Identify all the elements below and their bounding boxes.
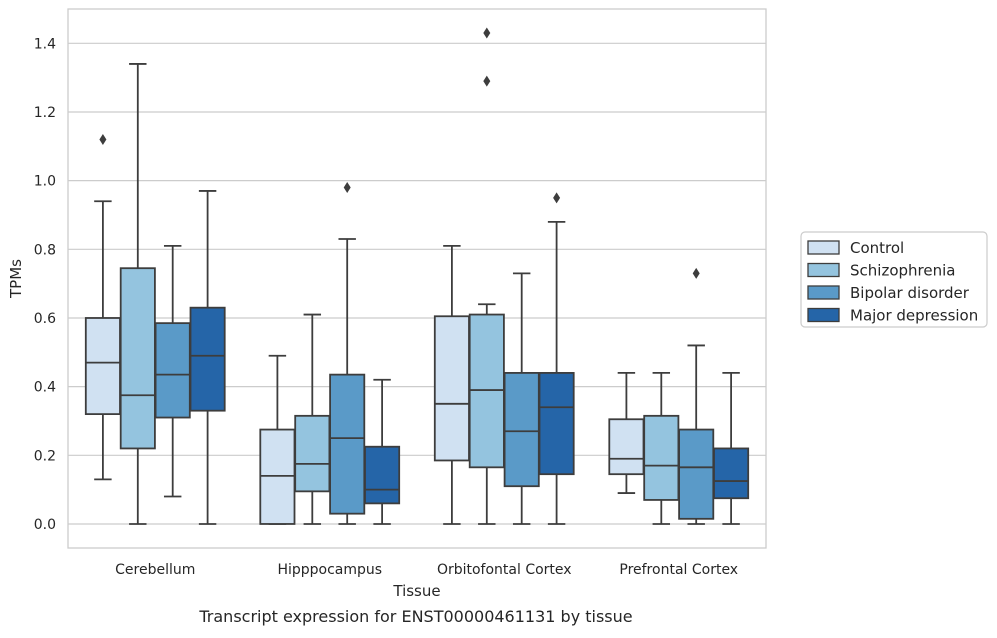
legend-frame xyxy=(800,231,988,328)
outlier-point xyxy=(692,267,700,279)
box-group xyxy=(259,354,296,525)
box-group xyxy=(468,27,505,525)
box xyxy=(154,322,191,419)
y-axis-label: TPMs xyxy=(7,259,25,299)
legend-swatch xyxy=(807,285,840,300)
box-group xyxy=(329,182,366,525)
box xyxy=(503,372,540,488)
box xyxy=(84,317,121,416)
box xyxy=(678,428,715,520)
x-tick-label: Prefrontal Cortex xyxy=(619,562,738,578)
y-tick-label: 0.4 xyxy=(34,380,56,396)
box xyxy=(643,414,680,501)
outlier-point xyxy=(343,182,351,194)
box xyxy=(294,414,331,493)
legend-label: Control xyxy=(850,239,904,257)
box xyxy=(538,372,575,476)
plot-frame xyxy=(67,8,767,549)
legend-label: Bipolar disorder xyxy=(850,284,970,302)
box-group xyxy=(608,372,645,494)
y-tick-label: 0.6 xyxy=(34,311,56,327)
box-group xyxy=(503,272,540,525)
x-axis-label: Tissue xyxy=(392,582,440,600)
box-group xyxy=(433,244,470,525)
box-group xyxy=(294,313,331,525)
box-group xyxy=(364,378,401,525)
box xyxy=(119,267,156,450)
x-tick-label: Hipppocampus xyxy=(277,562,382,578)
box-group xyxy=(154,244,191,498)
box xyxy=(433,315,470,462)
y-tick-label: 0.2 xyxy=(34,448,56,464)
legend-swatch xyxy=(807,240,840,255)
box-group xyxy=(189,190,226,525)
box xyxy=(189,306,226,412)
chart-caption: Transcript expression for ENST0000046113… xyxy=(198,607,632,626)
y-tick-label: 1.2 xyxy=(34,105,56,121)
y-tick-label: 1.0 xyxy=(34,174,56,190)
legend-label: Schizophrenia xyxy=(850,262,955,280)
y-tick-labels: 0.0 0.2 0.4 0.6 0.8 1.0 1.2 1.4 xyxy=(34,36,56,533)
box-group xyxy=(678,267,715,525)
x-tick-labels: Cerebellum Hipppocampus Orbitofontal Corte… xyxy=(115,562,738,578)
y-tick-label: 0.8 xyxy=(34,242,56,258)
box-groups xyxy=(84,27,750,525)
box xyxy=(364,445,401,505)
outlier-point xyxy=(553,192,561,204)
box xyxy=(713,447,750,500)
box xyxy=(608,418,645,476)
y-tick-label: 0.0 xyxy=(34,517,56,533)
box-group xyxy=(538,192,575,525)
box-group xyxy=(713,372,750,525)
box-group xyxy=(84,133,121,481)
x-tick-label: Cerebellum xyxy=(115,562,195,578)
legend-swatch xyxy=(807,307,840,323)
legend: Control Schizophrenia Bipolar disorder Majo… xyxy=(800,231,988,328)
box-group xyxy=(643,372,680,525)
legend-label: Major depression xyxy=(850,307,978,325)
x-tick-label: Orbitofontal Cortex xyxy=(437,562,572,578)
outlier-point xyxy=(483,27,491,39)
y-tick-label: 1.4 xyxy=(34,36,56,52)
legend-swatch xyxy=(807,262,840,278)
outlier-point xyxy=(99,133,107,145)
box xyxy=(329,373,366,515)
outlier-point xyxy=(483,75,491,87)
